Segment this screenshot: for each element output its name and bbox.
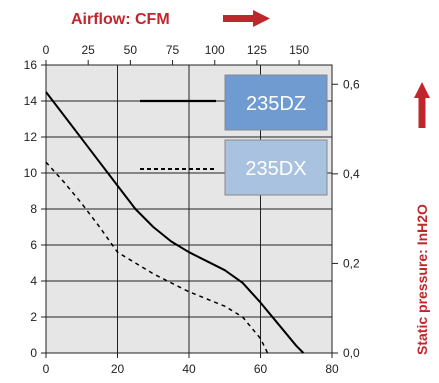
right-tick-label-0: 0,0 — [343, 346, 360, 360]
left-tick-label-5: 10 — [24, 166, 38, 180]
bottom-tick-label-2: 40 — [182, 362, 196, 376]
left-tick-label-2: 4 — [30, 274, 37, 288]
up-arrow-icon — [414, 82, 430, 128]
legend-label-235dz: 235DZ — [246, 93, 306, 115]
right-axis-ticks: 0,0 0,2 0,4 0,6 — [332, 77, 360, 360]
left-tick-label-3: 6 — [30, 238, 37, 252]
bottom-tick-label-1: 20 — [111, 362, 125, 376]
left-tick-label-0: 0 — [30, 346, 37, 360]
left-tick-label-6: 12 — [24, 130, 38, 144]
right-axis-title: Static pressure: InH2O — [414, 204, 430, 355]
series-line-235dz — [45, 91, 305, 354]
left-tick-label-7: 14 — [24, 94, 38, 108]
bottom-tick-label-3: 60 — [254, 362, 268, 376]
left-axis-ticks: 0 2 4 6 8 10 12 14 16 — [24, 58, 46, 360]
right-tick-label-1: 0,2 — [343, 256, 360, 270]
bottom-axis-ticks: 0 20 40 60 80 — [43, 353, 339, 376]
legend-box-235dx — [224, 139, 328, 196]
legend: 235DZ 235DX — [140, 74, 328, 196]
left-tick-label-1: 2 — [30, 310, 37, 324]
bottom-tick-label-4: 80 — [325, 362, 339, 376]
top-tick-label-2: 50 — [124, 43, 138, 57]
series-line-235dx — [45, 161, 269, 354]
legend-label-235dx: 235DX — [245, 158, 306, 180]
top-tick-label-4: 100 — [205, 43, 225, 57]
right-tick-label-2: 0,4 — [343, 167, 360, 181]
top-tick-label-5: 125 — [247, 43, 267, 57]
top-tick-label-0: 0 — [43, 43, 50, 57]
left-tick-label-4: 8 — [30, 202, 37, 216]
left-tick-label-8: 16 — [24, 58, 38, 72]
top-tick-label-3: 75 — [166, 43, 180, 57]
bottom-tick-label-0: 0 — [43, 362, 50, 376]
series-lines — [45, 91, 305, 354]
right-tick-label-3: 0,6 — [343, 77, 360, 91]
top-axis-title: Airflow: CFM — [71, 11, 170, 28]
legend-box-235dz — [224, 74, 328, 131]
top-tick-label-1: 25 — [82, 43, 96, 57]
top-tick-label-6: 150 — [289, 43, 309, 57]
top-axis-ticks: 0 25 50 75 100 125 150 — [43, 43, 309, 65]
top-arrow-icon — [223, 10, 270, 27]
